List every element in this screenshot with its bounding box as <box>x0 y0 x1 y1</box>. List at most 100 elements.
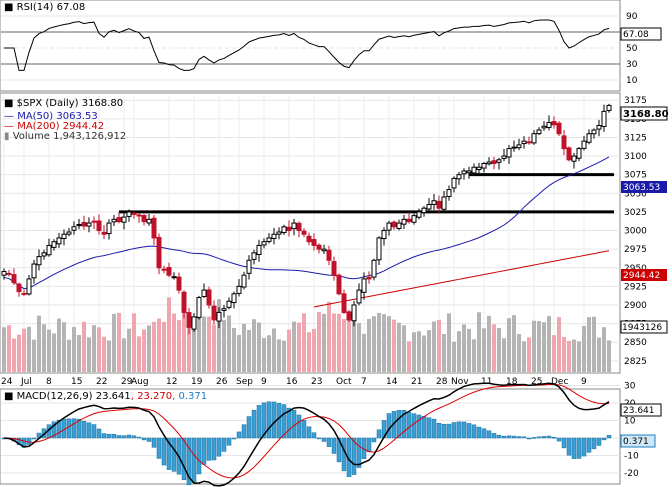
macd-histogram-bar <box>306 426 312 439</box>
volume-bar <box>32 339 36 372</box>
volume-bar <box>397 322 401 372</box>
volume-bar <box>452 341 456 372</box>
macd-histogram-bar <box>316 437 322 440</box>
candle-body <box>376 237 382 261</box>
candle-body <box>216 311 222 322</box>
candle-body <box>76 224 82 227</box>
macd-histogram-bar <box>406 412 412 439</box>
volume-bar <box>332 313 336 372</box>
candle-body <box>371 259 377 278</box>
price-tick-label: 3050 <box>624 189 647 199</box>
candle-body <box>271 233 277 239</box>
svg-text:23.641: 23.641 <box>623 406 655 416</box>
volume-bar <box>357 323 361 372</box>
macd-histogram-bar <box>576 437 582 459</box>
candle-body <box>586 133 592 143</box>
volume-bar <box>22 328 26 372</box>
macd-histogram-bar <box>456 421 462 439</box>
macd-histogram-bar <box>561 437 567 449</box>
volume-legend: ▮ Volume 1,943,126,912 <box>4 131 126 142</box>
candle-body <box>536 129 542 135</box>
macd-histogram-bar <box>86 422 92 439</box>
volume-bar <box>282 340 286 372</box>
price-tick-label: 2950 <box>624 264 647 274</box>
macd-histogram-bar <box>401 410 407 439</box>
macd-histogram-bar <box>521 436 527 439</box>
macd-tick-label: 10 <box>624 417 636 427</box>
x-tick-label: 18 <box>506 377 518 387</box>
volume-bar <box>202 316 206 372</box>
macd-title: ■ MACD(12,26,9) 23.641, 23.270, 0.371 <box>4 391 207 402</box>
candle-body <box>176 276 182 291</box>
macd-histogram-bar <box>226 437 232 446</box>
volume-bar <box>582 325 586 372</box>
volume-bar <box>392 319 396 372</box>
macd-histogram-bar <box>111 434 117 439</box>
candle-body <box>291 222 297 230</box>
macd-histogram-bar <box>326 437 332 447</box>
volume-bar <box>347 319 351 372</box>
volume-bar <box>132 313 136 372</box>
macd-histogram-bar <box>51 421 57 439</box>
volume-bar <box>382 314 386 372</box>
candle-body <box>461 170 467 175</box>
candle-body <box>406 218 412 223</box>
volume-bar <box>497 327 501 372</box>
candle-body <box>506 148 512 158</box>
volume-bar <box>467 328 471 372</box>
macd-histogram-bar <box>591 437 597 450</box>
volume-bar <box>297 322 301 372</box>
volume-bar <box>457 331 461 372</box>
candle-body <box>556 122 562 135</box>
volume-bar <box>362 333 366 372</box>
macd-histogram-bar <box>441 423 447 439</box>
candle-body <box>96 220 102 232</box>
candle-body <box>196 297 202 318</box>
volume-bar <box>312 328 316 372</box>
volume-bar <box>607 340 611 372</box>
macd-histogram-bar <box>386 413 392 439</box>
candle-body <box>451 177 457 189</box>
ma200-tag: 2944.42 <box>621 269 667 281</box>
macd-histogram-bar <box>131 435 137 439</box>
volume-bar <box>512 315 516 372</box>
volume-bar <box>402 325 406 372</box>
macd-histogram-bar <box>281 404 287 439</box>
svg-text:67.08: 67.08 <box>623 30 649 40</box>
macd-histogram-bar <box>396 410 402 439</box>
volume-bar <box>307 332 311 372</box>
macd-histogram-bar <box>256 405 262 439</box>
price-tick-label: 2975 <box>624 245 647 255</box>
candle-body <box>491 160 497 165</box>
candle-body <box>86 222 92 227</box>
macd-histogram-bar <box>471 424 477 439</box>
macd-histogram-bar <box>311 432 317 439</box>
volume-bar <box>147 325 151 372</box>
candle-body <box>421 207 427 214</box>
volume-bar <box>432 321 436 372</box>
volume-bar <box>327 301 331 372</box>
volume-bar <box>537 321 541 372</box>
macd-histogram-bar <box>526 437 532 440</box>
candle-body <box>156 237 162 269</box>
candle-body <box>476 166 482 170</box>
volume-bar <box>192 322 196 372</box>
candle-body <box>266 237 272 242</box>
volume-bar <box>527 337 531 372</box>
macd-histogram-bar <box>186 437 192 486</box>
macd-histogram-bar <box>336 437 342 463</box>
x-tick-label: 23 <box>311 377 322 387</box>
volume-bar <box>122 338 126 372</box>
macd-histogram-bar <box>296 414 302 439</box>
x-tick-label: 24 <box>1 377 13 387</box>
candle-body <box>286 226 292 232</box>
x-tick-label: 8 <box>46 377 52 387</box>
candle-body <box>71 226 77 231</box>
candle-body <box>446 189 452 197</box>
volume-bar <box>232 327 236 372</box>
macd-histogram-bar <box>116 435 122 439</box>
rsi-line <box>4 19 610 71</box>
volume-bar <box>172 313 176 372</box>
macd-histogram-bar <box>436 422 442 439</box>
candle-body <box>396 222 402 229</box>
